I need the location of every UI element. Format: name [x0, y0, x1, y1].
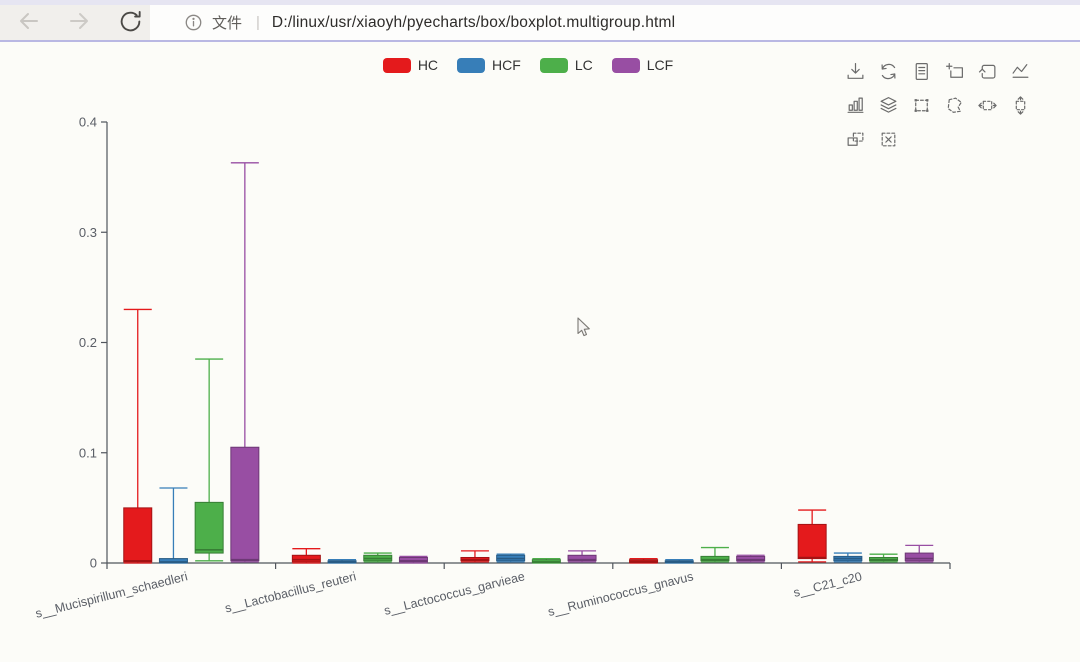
box-hcf-1[interactable]: [327, 559, 357, 564]
restore-icon[interactable]: [878, 61, 899, 82]
box-hc-4[interactable]: [797, 509, 827, 563]
brush-keep-icon[interactable]: [845, 129, 866, 150]
iqr-box: [291, 554, 321, 563]
legend-swatch-icon: [382, 57, 411, 73]
x-axis-category-label: s__Ruminococcus_gnavus: [546, 569, 694, 619]
iqr-box: [797, 523, 827, 560]
x-axis-category-label: s__Lactobacillus_reuteri: [223, 569, 357, 615]
box-lcf-2[interactable]: [567, 550, 597, 563]
data-view-icon[interactable]: [911, 61, 932, 82]
legend-item-lcf[interactable]: LCF: [611, 57, 674, 73]
forward-button[interactable]: [66, 8, 92, 34]
browser-toolbar: 文件 | D:/linux/usr/xiaoyh/pyecharts/box/b…: [0, 0, 1080, 42]
refresh-button[interactable]: [117, 8, 143, 34]
file-scheme-label: 文件: [212, 15, 243, 32]
box-lcf-3[interactable]: [736, 554, 766, 563]
legend-label: HCF: [492, 57, 521, 73]
iqr-box: [230, 446, 260, 562]
boxplot-chart[interactable]: 0 0.1 0.2 0.3 0.4 s__Mucispirillum_schaedleri…: [0, 44, 1080, 662]
back-arrow-icon: [20, 13, 38, 29]
legend-swatch-icon: [539, 57, 568, 73]
box-lcf-0[interactable]: [230, 162, 260, 563]
x-axis-category-label: s__Mucispirillum_schaedleri: [34, 569, 189, 620]
back-button[interactable]: [16, 8, 42, 34]
box-lc-4[interactable]: [869, 553, 899, 563]
info-icon: [185, 14, 202, 31]
cursor-arrow-icon: [577, 317, 590, 337]
legend-swatch-icon: [457, 57, 486, 73]
magic-type-stack-icon[interactable]: [878, 95, 899, 116]
box-hcf-4[interactable]: [833, 552, 863, 563]
brush-polygon-icon[interactable]: [944, 95, 965, 116]
save-as-image-icon[interactable]: [845, 61, 866, 82]
legend-item-hc[interactable]: HC: [382, 57, 439, 73]
x-axis-category-label: s__C21_c20: [792, 569, 864, 600]
box-hc-2[interactable]: [460, 550, 490, 563]
address-separator: |: [256, 14, 260, 31]
magic-type-line-icon[interactable]: [1010, 61, 1031, 82]
box-lcf-4[interactable]: [904, 544, 934, 563]
y-axis-tick-label: 0.1: [79, 445, 97, 460]
brush-clear-icon[interactable]: [878, 129, 899, 150]
data-zoom-icon[interactable]: [944, 61, 965, 82]
box-lc-0[interactable]: [194, 358, 224, 562]
legend-label: LC: [574, 57, 593, 73]
legend-label: LCF: [646, 57, 674, 73]
box-lc-3[interactable]: [700, 546, 730, 563]
box-hcf-0[interactable]: [158, 487, 188, 564]
echarts-toolbox: [845, 61, 1031, 150]
box-hc-1[interactable]: [291, 548, 321, 564]
iqr-box: [904, 552, 934, 562]
iqr-box: [398, 556, 428, 563]
page-info-button[interactable]: [184, 13, 203, 32]
y-axis-tick-label: 0.2: [79, 335, 97, 350]
x-axis-category-label: s__Lactococcus_garvieae: [383, 569, 527, 618]
data-zoom-reset-icon[interactable]: [977, 61, 998, 82]
brush-line-y-icon[interactable]: [1010, 95, 1031, 116]
y-axis-tick-label: 0.3: [79, 225, 97, 240]
url-text[interactable]: D:/linux/usr/xiaoyh/pyecharts/box/boxplo…: [271, 13, 676, 31]
iqr-box: [700, 555, 730, 562]
y-axis-tick-label: 0: [90, 556, 97, 571]
box-hcf-3[interactable]: [664, 559, 694, 564]
iqr-box: [567, 554, 597, 562]
box-lc-1[interactable]: [363, 552, 393, 563]
box-lcf-1[interactable]: [398, 555, 428, 564]
iqr-box: [736, 555, 766, 562]
y-axis-tick-label: 0.4: [79, 115, 97, 130]
box-hc-3[interactable]: [629, 557, 659, 564]
address-bar[interactable]: 文件 | D:/linux/usr/xiaoyh/pyecharts/box/b…: [150, 5, 1080, 40]
box-hcf-2[interactable]: [496, 553, 526, 563]
refresh-icon: [120, 10, 141, 31]
chart-legend: HC HCF LC LCF: [0, 57, 1056, 73]
window-top-edge: [0, 0, 1080, 5]
legend-swatch-icon: [611, 57, 640, 73]
box-lc-2[interactable]: [531, 557, 561, 564]
legend-label: HC: [417, 57, 439, 73]
box-hc-0[interactable]: [123, 308, 153, 564]
chart-region: 0 0.1 0.2 0.3 0.4 s__Mucispirillum_schaedleri…: [0, 44, 1080, 662]
legend-item-hcf[interactable]: HCF: [457, 57, 521, 73]
brush-line-x-icon[interactable]: [977, 95, 998, 116]
iqr-box: [194, 501, 224, 554]
brush-rect-icon[interactable]: [911, 95, 932, 116]
legend-item-lc[interactable]: LC: [539, 57, 593, 73]
iqr-box: [123, 507, 153, 563]
magic-type-bar-icon[interactable]: [845, 95, 866, 116]
forward-arrow-icon: [70, 13, 88, 29]
mouse-cursor: [577, 317, 592, 339]
